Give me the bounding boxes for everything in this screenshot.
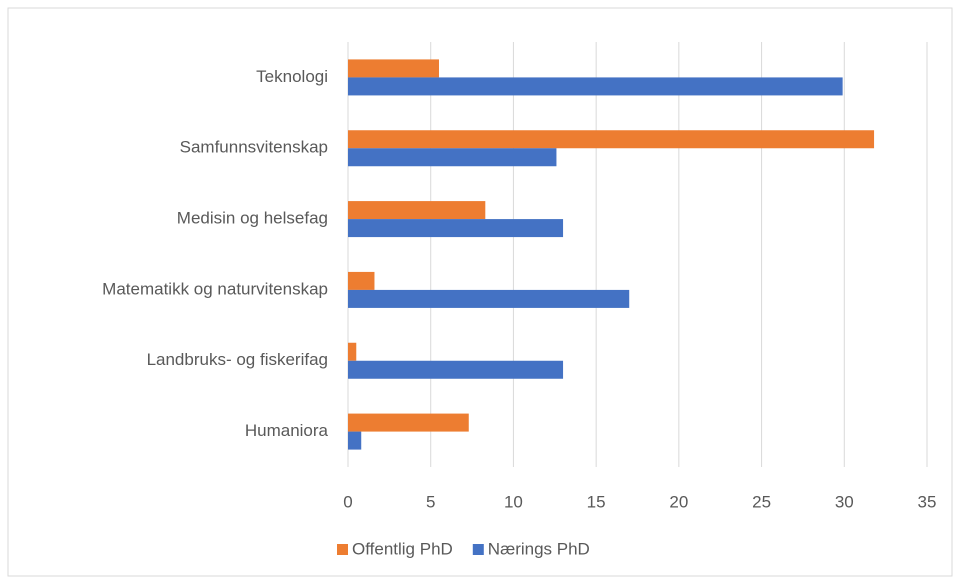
legend-label: Offentlig PhD [352,539,453,558]
x-tick-label: 25 [752,492,771,511]
x-tick-label: 10 [504,492,523,511]
legend-swatch [472,544,484,555]
y-tick-label: Matematikk og naturvitenskap [102,279,328,298]
x-tick-label: 20 [669,492,688,511]
x-tick-label: 15 [587,492,606,511]
bar [348,130,875,149]
bar [348,59,439,78]
x-tick-label: 5 [426,492,435,511]
x-tick-label: 30 [835,492,854,511]
bar [348,413,469,432]
y-tick-label: Samfunnsvitenskap [180,138,328,157]
y-tick-label: Humaniora [245,421,329,440]
bar [348,219,564,238]
bar [348,431,362,450]
bar [348,271,375,290]
x-tick-label: 0 [343,492,352,511]
bar [348,148,557,167]
bar [348,77,843,96]
y-tick-label: Medisin og helsefag [177,209,328,228]
legend-swatch [337,544,348,555]
legend-label: Nærings PhD [488,539,590,558]
x-tick-label: 35 [918,492,937,511]
bar [348,289,630,308]
bar [348,360,564,379]
y-tick-label: Teknologi [256,67,328,86]
bar [348,342,357,361]
y-tick-label: Landbruks- og fiskerifag [147,350,328,369]
bar [348,201,486,220]
